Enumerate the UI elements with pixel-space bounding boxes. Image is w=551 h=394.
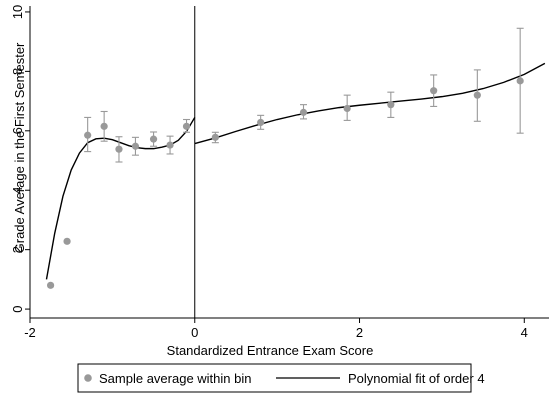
data-point <box>257 118 265 127</box>
data-point <box>100 122 108 130</box>
x-axis-title: Standardized Entrance Exam Score <box>167 343 374 358</box>
data-point <box>46 281 55 289</box>
y-tick-label: 4 <box>10 187 25 194</box>
data-point <box>211 133 219 141</box>
y-tick-label: 6 <box>10 127 25 134</box>
bin-average-points <box>46 77 524 289</box>
x-tick-label: 0 <box>191 325 198 340</box>
data-point <box>149 135 158 143</box>
data-point <box>387 101 395 109</box>
data-point <box>430 87 438 95</box>
y-tick-label: 10 <box>10 5 25 19</box>
data-point <box>299 108 308 116</box>
fit-line-right <box>194 62 546 145</box>
data-point <box>516 77 524 85</box>
data-point <box>473 91 481 99</box>
x-tick-label: 2 <box>356 325 363 340</box>
legend-label-polynomial-fit: Polynomial fit of order 4 <box>348 371 485 386</box>
y-tick-label: 0 <box>10 305 25 312</box>
x-tick-label: -2 <box>24 325 36 340</box>
data-point <box>115 145 123 153</box>
data-point <box>343 104 351 113</box>
data-point <box>131 142 140 150</box>
data-point <box>63 237 71 245</box>
y-tick-label: 2 <box>10 246 25 253</box>
data-point <box>84 131 92 139</box>
data-point <box>182 122 191 130</box>
y-axis-ticks: 0 2 4 6 8 10 <box>10 5 30 313</box>
plot-frame <box>29 6 549 319</box>
data-point <box>166 141 174 149</box>
legend-dot-symbol <box>84 374 92 382</box>
y-tick-label: 8 <box>10 68 25 75</box>
x-axis-ticks: -2 0 2 4 <box>24 318 528 340</box>
y-axis-title: Grade Average in the First Semester <box>12 42 27 253</box>
legend-box <box>77 363 472 393</box>
legend: Sample average within bin Polynomial fit… <box>77 363 485 393</box>
legend-label-sample-average: Sample average within bin <box>99 371 251 386</box>
x-tick-label: 4 <box>521 325 528 340</box>
